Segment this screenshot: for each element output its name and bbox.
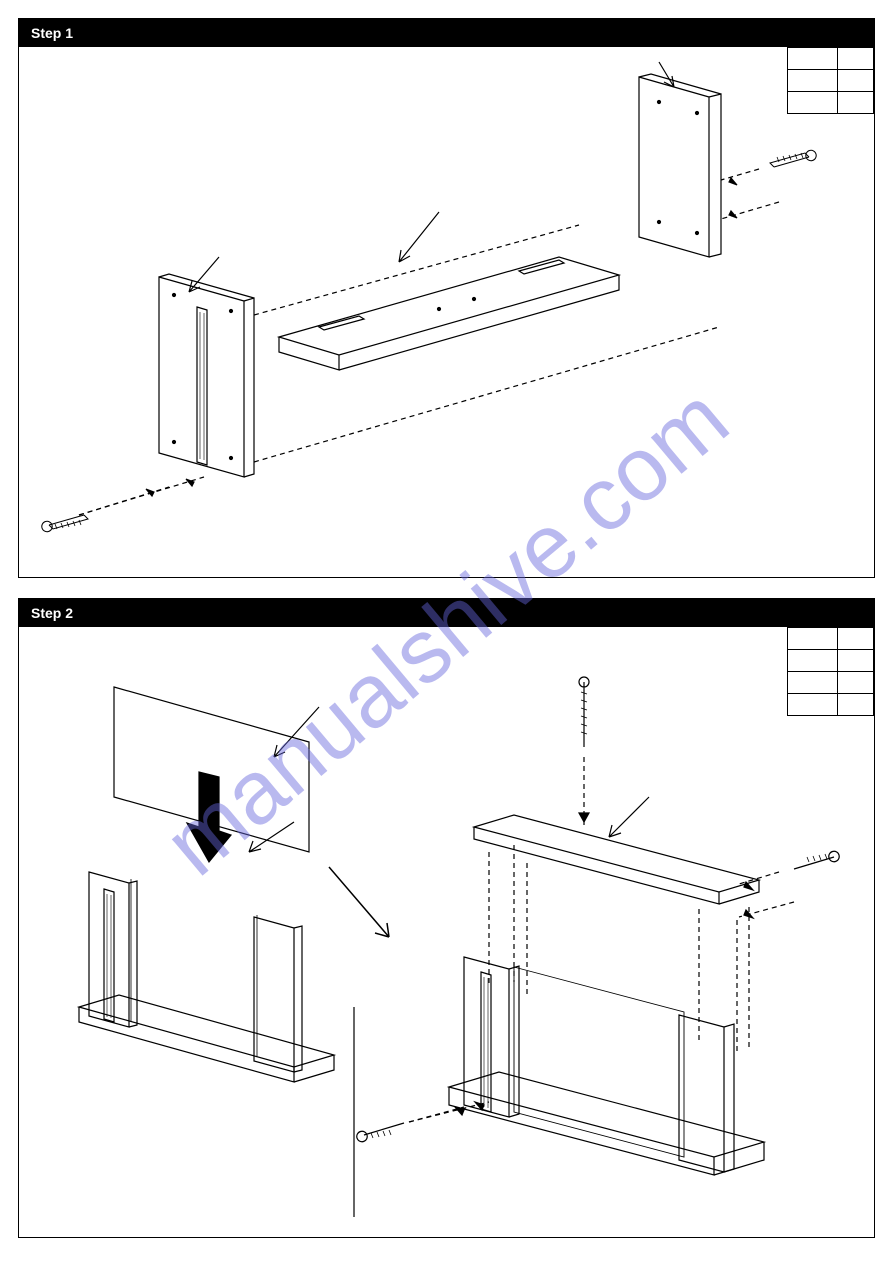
screw-icon	[770, 150, 816, 167]
base-assembly-left	[79, 872, 334, 1082]
screw-icon	[794, 851, 839, 869]
assembly-guides	[79, 169, 779, 515]
base-assembly-right-solid	[449, 957, 764, 1175]
top-board	[474, 815, 759, 904]
step1-diagram	[19, 47, 876, 579]
left-side-panel	[159, 274, 254, 477]
bottom-board	[279, 257, 619, 370]
assembly-guides	[409, 757, 794, 1122]
back-panel-sliding	[114, 687, 309, 862]
step1-header: Step 1	[19, 19, 874, 47]
transition-arrow	[329, 867, 389, 937]
base-assembly-right	[489, 845, 749, 1052]
right-side-panel	[639, 74, 721, 257]
screw-icon	[357, 1123, 404, 1142]
indicator-arrows	[146, 62, 737, 496]
indicator-arrows	[455, 797, 753, 1115]
screw-icon	[42, 515, 88, 532]
step2-diagram	[19, 627, 876, 1239]
screw-icon	[579, 677, 589, 747]
step2-panel: Step 2	[18, 598, 875, 1238]
step1-panel: Step 1	[18, 18, 875, 578]
step2-header: Step 2	[19, 599, 874, 627]
